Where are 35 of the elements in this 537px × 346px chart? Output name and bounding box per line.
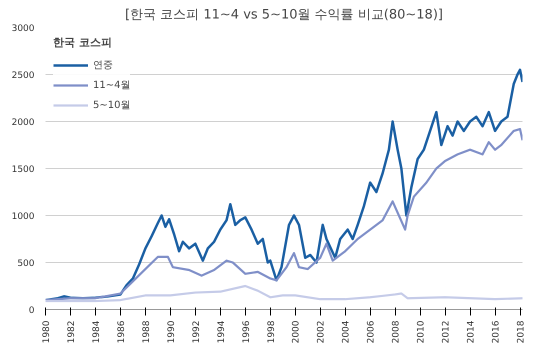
x-tick-label: 1992 [192, 320, 202, 344]
x-tick-label: 2018 [516, 320, 527, 344]
x-tick-label: 1996 [242, 320, 252, 344]
chart-title: [한국 코스피 11~4 vs 5~10월 수익률 비교(80~18)] [125, 8, 443, 22]
y-tick-label: 500 [17, 259, 35, 269]
legend-label: 연중 [93, 59, 113, 72]
x-tick-label: 2000 [292, 320, 302, 344]
x-tick-label: 1998 [266, 320, 277, 344]
y-tick-label: 2000 [12, 118, 35, 128]
legend-title: 한국 코스피 [53, 35, 113, 50]
line-series [46, 68, 522, 302]
x-tick-label: 2004 [342, 320, 352, 344]
y-tick-label: 1000 [12, 212, 35, 222]
x-tick-label: 1982 [66, 320, 77, 344]
x-tick-label: 1988 [142, 320, 152, 344]
x-tick-label: 2012 [442, 320, 452, 344]
x-tick-label: 1984 [92, 320, 102, 344]
y-tick-label: 0 [28, 306, 35, 316]
y-tick-label: 1500 [12, 165, 35, 175]
x-tick-label: 1994 [216, 320, 227, 344]
x-tick-label: 2014 [466, 320, 477, 344]
legend-label: 11~4월 [93, 79, 130, 92]
x-tick-label: 2002 [316, 320, 327, 344]
y-tick-label: 2500 [12, 71, 35, 81]
x-tick-label: 2008 [392, 320, 402, 344]
legend-label: 5~10월 [93, 99, 130, 112]
x-tick-label: 2006 [366, 320, 377, 344]
x-tick-label: 1980 [42, 320, 52, 344]
x-tick-label: 2016 [492, 320, 502, 344]
line-series [46, 128, 522, 302]
line-series [46, 284, 522, 302]
y-tick-label: 3000 [12, 24, 35, 34]
x-tick-label: 2010 [416, 320, 427, 344]
x-tick-label: 1990 [166, 320, 177, 344]
x-tick-label: 1986 [116, 320, 127, 344]
